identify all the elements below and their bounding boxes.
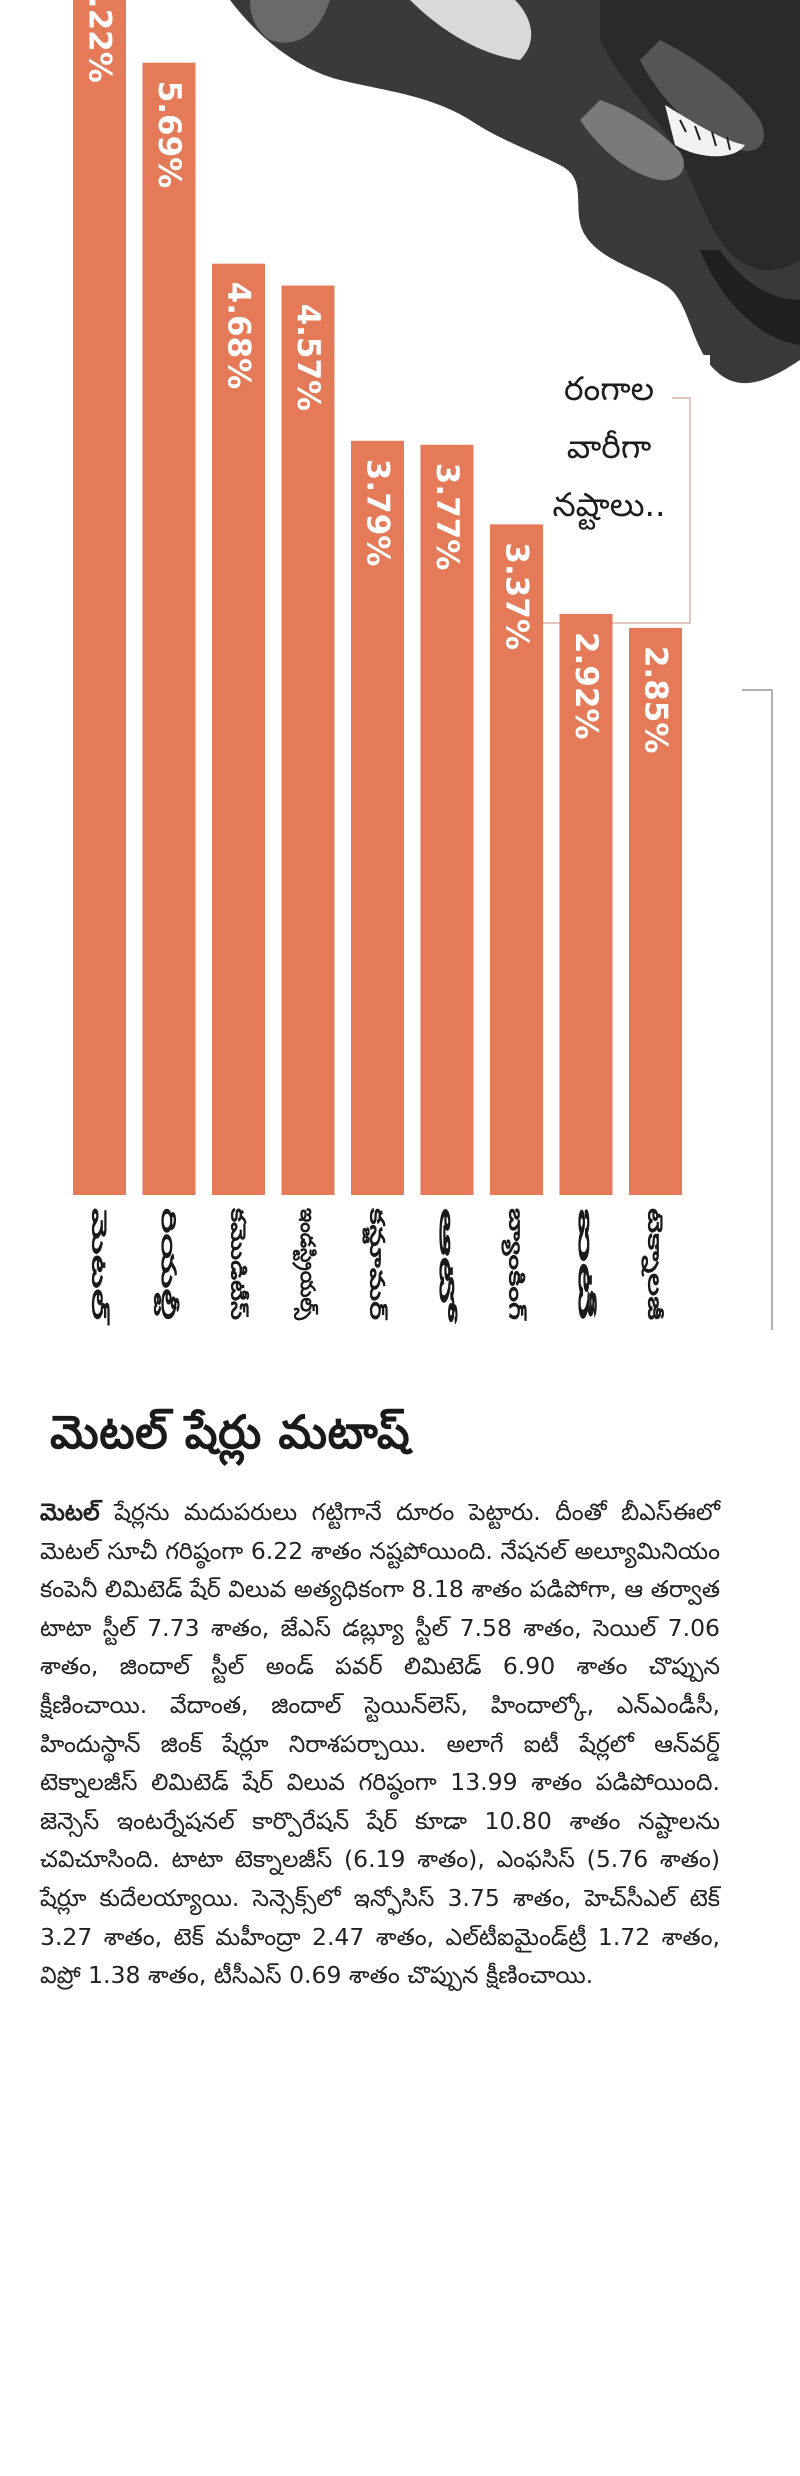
category-labels: మెటల్ రియల్టీ కమొడిటీస్ ఇండస్ట్రియల్స్ కన్జూ… — [88, 1206, 668, 1326]
category-label: కన్జూమర్ — [362, 1206, 390, 1321]
bar-value-labels: 6.22% 5.69% 4.68% 4.57% 3.79% 3.77% 3.37% 2.92%… — [82, 0, 674, 753]
category-label: రియల్టీ — [153, 1208, 181, 1321]
article-body: మెటల్ షేర్లను మదుపరులు గట్టిగానే దూరం పె… — [40, 1493, 720, 1995]
category-label: బ్యాంకింగ్ — [501, 1208, 529, 1322]
category-label: ఇండస్ట్రియల్స్ — [291, 1208, 320, 1321]
bar-value-label: 3.79% — [360, 459, 396, 567]
bar-value-label: 4.68% — [221, 282, 257, 390]
bar-value-label: 2.92% — [568, 632, 604, 740]
category-label: ఐటీ — [574, 1208, 598, 1322]
callout-line-1: రంగాల — [563, 369, 655, 408]
bar-1 — [73, 0, 126, 1196]
bull-illustration — [230, 0, 800, 384]
bar-8 — [559, 613, 613, 1195]
bar-9 — [629, 627, 682, 1195]
callout-line-3: నష్టాలు.. — [552, 485, 666, 524]
bar-7 — [490, 524, 543, 1195]
category-label: టెక్నాలజీ — [641, 1208, 668, 1321]
callout: రంగాల వారీగా నష్టాలు.. — [528, 360, 690, 625]
category-label: కమొడిటీస్ — [227, 1207, 251, 1320]
bar-6 — [420, 444, 474, 1195]
bar-value-label: 4.57% — [290, 304, 326, 412]
bar-5 — [351, 440, 404, 1195]
callout-frame — [510, 355, 710, 623]
article: మెటల్ షేర్లు మటాష్ మెటల్ షేర్లను మదుపరుల… — [40, 1405, 720, 1995]
sector-loss-bar-chart: 6.22% 5.69% 4.68% 4.57% 3.79% 3.77% 3.37% 2.92%… — [73, 0, 800, 1330]
callout-line-2: వారీగా — [566, 427, 652, 466]
bar-value-label: 6.22% — [82, 0, 118, 83]
bars — [73, 0, 682, 1196]
bar-value-label: 3.37% — [499, 542, 535, 650]
category-label: మెటల్ — [88, 1208, 112, 1326]
right-border-line — [742, 689, 773, 1330]
bar-4 — [281, 285, 335, 1195]
article-headline: మెటల్ షేర్లు మటాష్ — [50, 1405, 411, 1459]
bar-2 — [142, 62, 196, 1196]
bar-value-label: 2.85% — [638, 646, 674, 754]
bar-value-label: 5.69% — [151, 81, 187, 189]
article-lead-word: మెటల్ — [40, 1498, 100, 1526]
bar-3 — [212, 263, 265, 1195]
category-label: ఆటో — [435, 1208, 459, 1327]
bar-value-label: 3.77% — [429, 463, 465, 571]
article-body-text: షేర్లను మదుపరులు గట్టిగానే దూరం పెట్టారు… — [40, 1498, 720, 1990]
